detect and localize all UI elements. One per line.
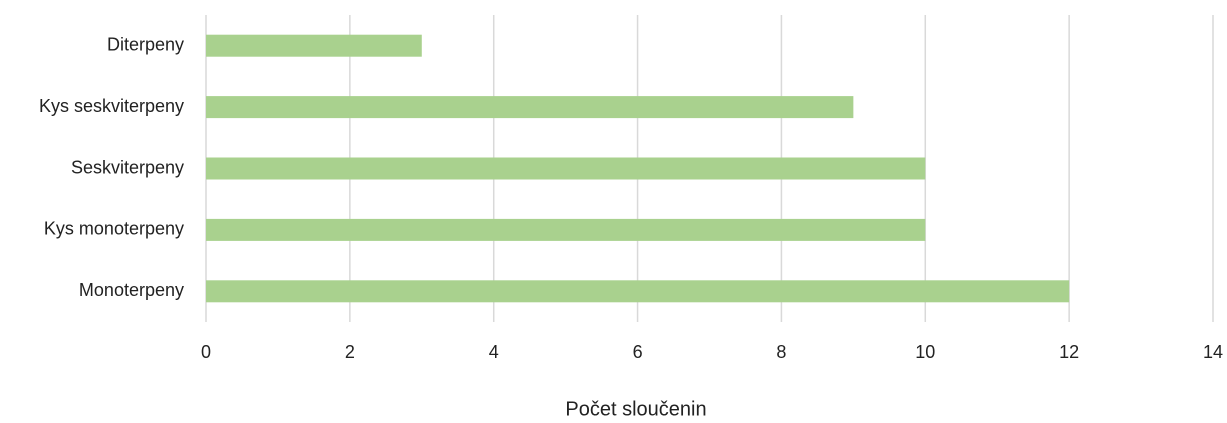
bar bbox=[206, 34, 422, 57]
x-tick-label: 0 bbox=[201, 342, 211, 362]
x-tick-label: 12 bbox=[1059, 342, 1079, 362]
x-tick-label: 14 bbox=[1203, 342, 1223, 362]
x-tick-label: 10 bbox=[915, 342, 935, 362]
x-tick-label: 6 bbox=[633, 342, 643, 362]
bar bbox=[206, 157, 926, 180]
y-tick-label: Kys monoterpeny bbox=[44, 219, 184, 239]
bar bbox=[206, 218, 926, 241]
bar bbox=[206, 280, 1070, 303]
x-axis-label: Počet sloučenin bbox=[565, 398, 706, 420]
x-tick-label: 2 bbox=[345, 342, 355, 362]
y-tick-label: Monoterpeny bbox=[79, 280, 184, 300]
y-tick-label: Diterpeny bbox=[107, 34, 184, 54]
x-tick-label: 8 bbox=[776, 342, 786, 362]
y-tick-label: Seskviterpeny bbox=[71, 157, 184, 177]
bar bbox=[206, 96, 854, 119]
y-tick-label: Kys seskviterpeny bbox=[39, 96, 184, 116]
x-tick-label: 4 bbox=[489, 342, 499, 362]
